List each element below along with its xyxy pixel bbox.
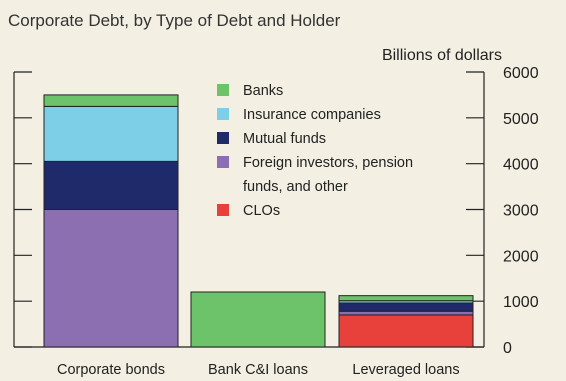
y-tick-label: 4000 (503, 157, 539, 174)
y-tick-label: 5000 (503, 111, 539, 128)
bar-segment (338, 314, 474, 348)
x-category-label: Bank C&I loans (208, 362, 308, 378)
bar-segment (338, 310, 474, 316)
y-axis-label: Billions of dollars (382, 47, 502, 64)
bar-segment (190, 291, 326, 348)
bar-segment (43, 209, 179, 348)
legend-swatch (217, 132, 229, 144)
y-tick-label: 6000 (503, 65, 539, 82)
y-tick-label: 1000 (503, 294, 539, 311)
legend-label: Banks (243, 83, 283, 99)
y-tick-label: 0 (503, 340, 512, 357)
legend-label: Insurance companies (243, 107, 381, 123)
legend-swatch (217, 156, 229, 168)
chart-title: Corporate Debt, by Type of Debt and Hold… (8, 11, 341, 30)
legend-label: funds, and other (243, 179, 348, 195)
y-tick-label: 3000 (503, 203, 539, 220)
y-tick-label: 2000 (503, 248, 539, 265)
bar-segment (338, 302, 474, 312)
bar-segment (43, 94, 179, 107)
bar-segment (43, 160, 179, 210)
plot-area: 0 1000 2000 3000 4000 5000 6000 Corporate bonds… (13, 65, 539, 378)
x-category-label: Corporate bonds (57, 362, 165, 378)
legend-swatch (217, 84, 229, 96)
x-category-label: Leveraged loans (352, 362, 459, 378)
bar-segment (43, 105, 179, 162)
legend-label: CLOs (243, 203, 280, 219)
legend-swatch (217, 204, 229, 216)
bar-segment (338, 295, 474, 302)
legend-label: Foreign investors, pension (243, 155, 413, 171)
legend-label: Mutual funds (243, 131, 326, 147)
legend-swatch (217, 108, 229, 120)
